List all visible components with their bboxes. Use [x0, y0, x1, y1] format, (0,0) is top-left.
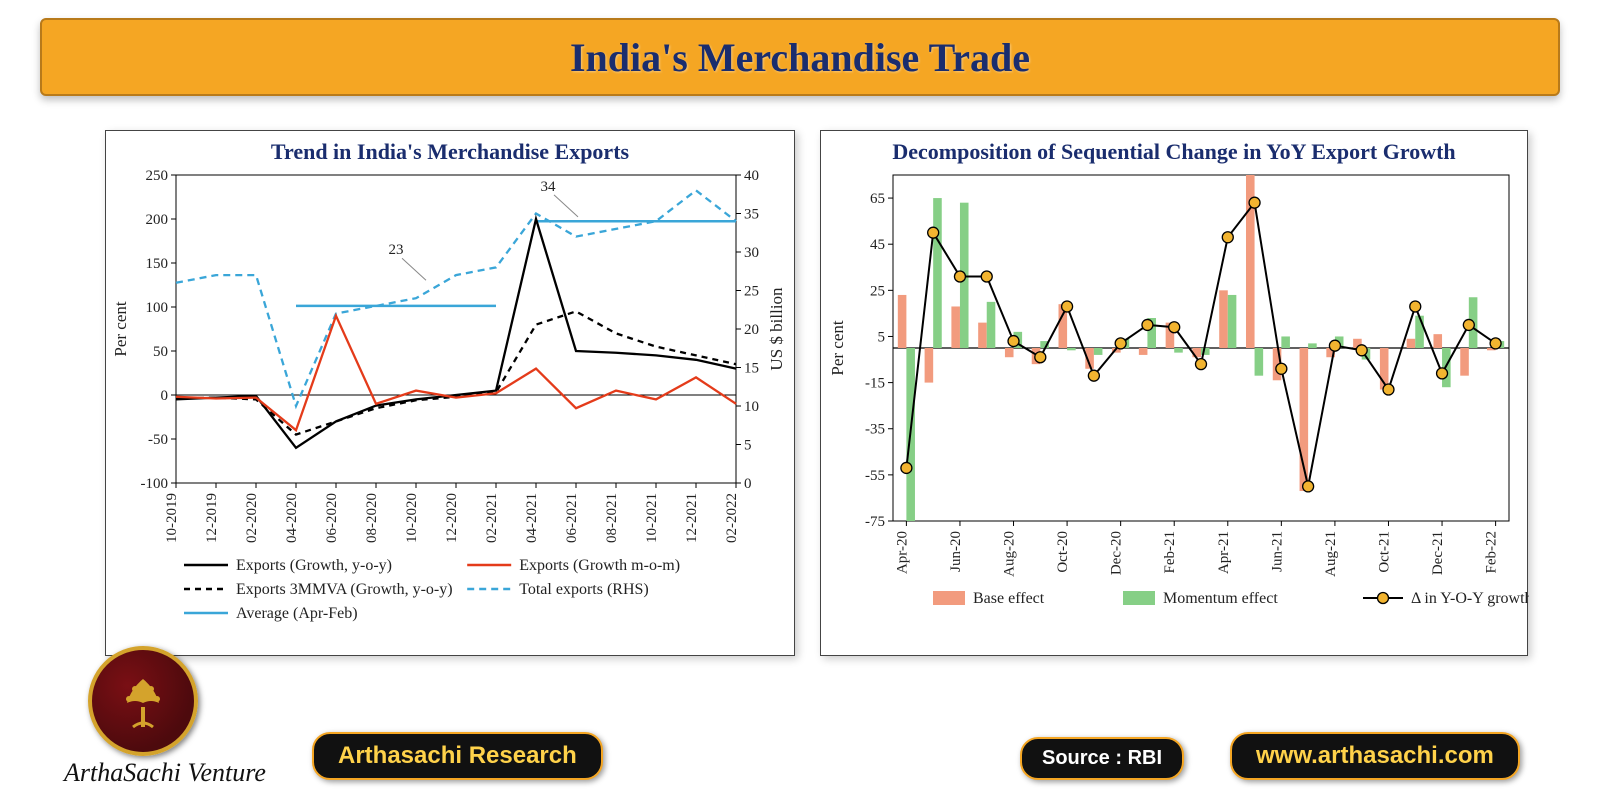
svg-text:Aug-21: Aug-21: [1323, 531, 1339, 577]
svg-text:35: 35: [744, 207, 759, 223]
svg-text:02-2022: 02-2022: [724, 493, 740, 543]
svg-text:-50: -50: [148, 432, 168, 448]
svg-text:02-2021: 02-2021: [484, 493, 500, 543]
svg-text:Feb-21: Feb-21: [1162, 531, 1178, 574]
svg-text:Apr-20: Apr-20: [894, 531, 910, 574]
page-title: India's Merchandise Trade: [570, 34, 1030, 81]
svg-text:Δ in Y-O-Y growth: Δ in Y-O-Y growth: [1411, 590, 1529, 607]
svg-text:Jun-21: Jun-21: [1269, 531, 1285, 572]
svg-text:40: 40: [744, 168, 759, 184]
svg-text:Dec-21: Dec-21: [1430, 531, 1446, 575]
brand-logo: [88, 646, 198, 756]
svg-text:-100: -100: [141, 476, 169, 492]
svg-text:08-2020: 08-2020: [364, 493, 380, 543]
svg-text:-15: -15: [865, 376, 885, 392]
svg-text:-35: -35: [865, 422, 885, 438]
svg-text:100: 100: [146, 300, 169, 316]
svg-text:12-2019: 12-2019: [204, 493, 220, 543]
svg-text:10-2019: 10-2019: [164, 493, 180, 543]
svg-text:06-2020: 06-2020: [324, 493, 340, 543]
svg-text:Jun-20: Jun-20: [948, 531, 964, 572]
svg-text:-55: -55: [865, 468, 885, 484]
svg-text:-75: -75: [865, 514, 885, 530]
chart-right-panel: Decomposition of Sequential Change in Yo…: [820, 130, 1528, 656]
svg-text:10: 10: [744, 399, 759, 415]
chart-left-panel: Trend in India's Merchandise Exports -10…: [105, 130, 795, 656]
research-pill: Arthasachi Research: [312, 732, 603, 780]
svg-text:12-2020: 12-2020: [444, 493, 460, 543]
svg-text:04-2020: 04-2020: [284, 493, 300, 543]
svg-text:Per cent: Per cent: [828, 320, 847, 376]
svg-text:45: 45: [870, 237, 885, 253]
svg-text:Apr-21: Apr-21: [1216, 531, 1232, 574]
svg-text:Oct-20: Oct-20: [1055, 531, 1071, 573]
source-pill: Source : RBI: [1020, 737, 1184, 780]
svg-text:12-2021: 12-2021: [684, 493, 700, 543]
footer: ArthaSachi Venture Arthasachi Research S…: [0, 680, 1600, 800]
svg-text:06-2021: 06-2021: [564, 493, 580, 543]
svg-text:Aug-20: Aug-20: [1002, 531, 1018, 577]
svg-text:02-2020: 02-2020: [244, 493, 260, 543]
svg-text:Momentum effect: Momentum effect: [1163, 590, 1278, 607]
svg-text:10-2021: 10-2021: [644, 493, 660, 543]
title-banner: India's Merchandise Trade: [40, 18, 1560, 96]
svg-text:34: 34: [541, 179, 557, 195]
svg-text:5: 5: [878, 329, 886, 345]
svg-text:Average (Apr-Feb): Average (Apr-Feb): [236, 605, 358, 622]
brand-script-label: ArthaSachi Venture: [64, 758, 266, 788]
svg-text:0: 0: [161, 388, 169, 404]
url-pill: www.arthasachi.com: [1230, 732, 1520, 780]
svg-text:250: 250: [146, 168, 169, 184]
chart-left-title: Trend in India's Merchandise Exports: [106, 139, 794, 165]
tree-icon: [111, 669, 175, 733]
svg-text:30: 30: [744, 245, 759, 261]
svg-text:65: 65: [870, 191, 885, 207]
svg-text:Oct-21: Oct-21: [1376, 531, 1392, 573]
svg-text:Feb-22: Feb-22: [1484, 531, 1500, 574]
svg-text:200: 200: [146, 212, 169, 228]
svg-text:5: 5: [744, 438, 752, 454]
svg-text:0: 0: [744, 476, 752, 492]
svg-text:Exports (Growth m-o-m): Exports (Growth m-o-m): [519, 557, 680, 574]
chart-right-title: Decomposition of Sequential Change in Yo…: [821, 139, 1527, 165]
svg-text:US $ billion: US $ billion: [767, 287, 786, 371]
svg-text:20: 20: [744, 322, 759, 338]
svg-text:Dec-20: Dec-20: [1109, 531, 1125, 575]
svg-text:Total exports (RHS): Total exports (RHS): [519, 581, 649, 598]
svg-text:23: 23: [389, 242, 404, 258]
svg-text:Exports (Growth, y-o-y): Exports (Growth, y-o-y): [236, 557, 392, 574]
svg-text:04-2021: 04-2021: [524, 493, 540, 543]
svg-text:Exports 3MMVA (Growth, y-o-y): Exports 3MMVA (Growth, y-o-y): [236, 581, 453, 598]
chart-right-svg: -75 -55 -35 -15 5 25 45 65 Per cent Apr-20 Jun-20 A…: [821, 165, 1529, 659]
svg-text:150: 150: [146, 256, 169, 272]
svg-text:Base effect: Base effect: [973, 590, 1045, 607]
svg-text:10-2020: 10-2020: [404, 493, 420, 543]
svg-text:25: 25: [870, 283, 885, 299]
chart-left-svg: -100 -50 0 50 100 150 200 250 0 5 10 15 20 25 30 35 40 Pe…: [106, 165, 796, 659]
svg-text:25: 25: [744, 284, 759, 300]
svg-text:Per cent: Per cent: [111, 301, 130, 357]
svg-text:08-2021: 08-2021: [604, 493, 620, 543]
svg-text:15: 15: [744, 361, 759, 377]
svg-text:50: 50: [153, 344, 168, 360]
